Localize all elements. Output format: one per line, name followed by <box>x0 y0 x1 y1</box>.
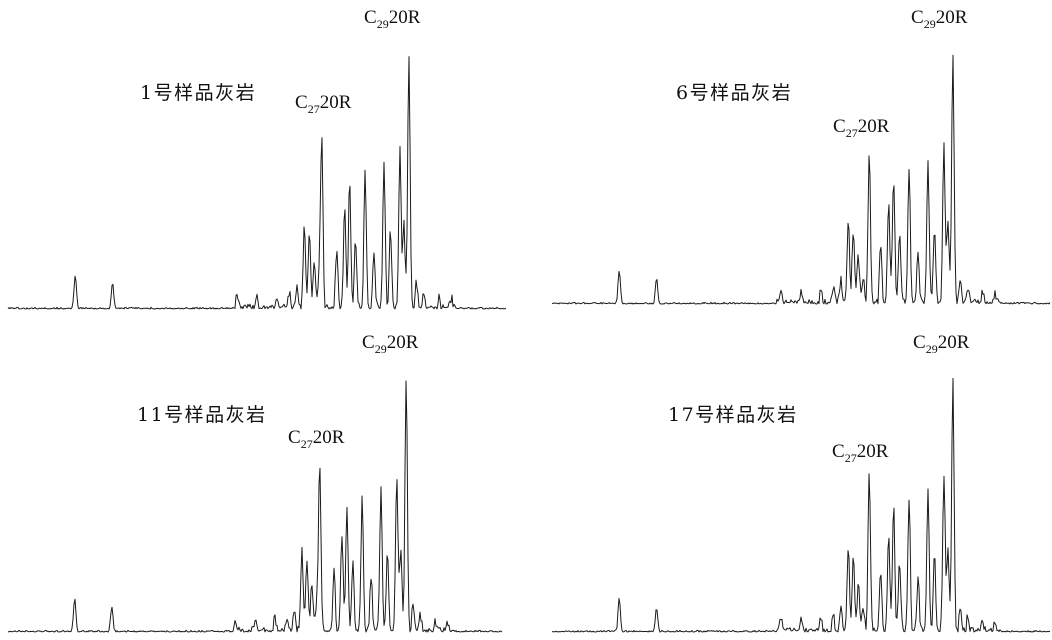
panel-2-c27-label: C2720R <box>833 116 890 140</box>
panel-4-c29-label: C2920R <box>913 332 970 356</box>
trace-panel-3 <box>7 380 503 633</box>
panel-4-c27-label: C2720R <box>832 441 889 465</box>
panel-2-c29-label: C2920R <box>911 7 968 31</box>
panel-4-title: 17号样品灰岩 <box>668 404 798 426</box>
panel-3-c29-label: C2920R <box>362 332 419 356</box>
chromatogram-panel-1: 1号样品灰岩 C2720R C2920R <box>7 7 507 310</box>
panel-3-c27-label: C2720R <box>288 427 345 451</box>
trace-panel-2 <box>551 54 1051 305</box>
chromatogram-panel-4: 17号样品灰岩 C2720R C2920R <box>551 332 1051 633</box>
panel-3-title: 11号样品灰岩 <box>137 404 267 426</box>
trace-panel-1 <box>7 56 507 310</box>
chromatogram-panel-2: 6号样品灰岩 C2720R C2920R <box>551 7 1051 305</box>
panel-2-title: 6号样品灰岩 <box>676 82 792 104</box>
chromatogram-panel-3: 11号样品灰岩 C2720R C2920R <box>7 332 503 633</box>
trace-panel-4 <box>551 377 1051 633</box>
panel-1-title: 1号样品灰岩 <box>140 82 256 104</box>
panel-1-c29-label: C2920R <box>364 7 421 31</box>
panel-1-c27-label: C2720R <box>295 92 352 116</box>
